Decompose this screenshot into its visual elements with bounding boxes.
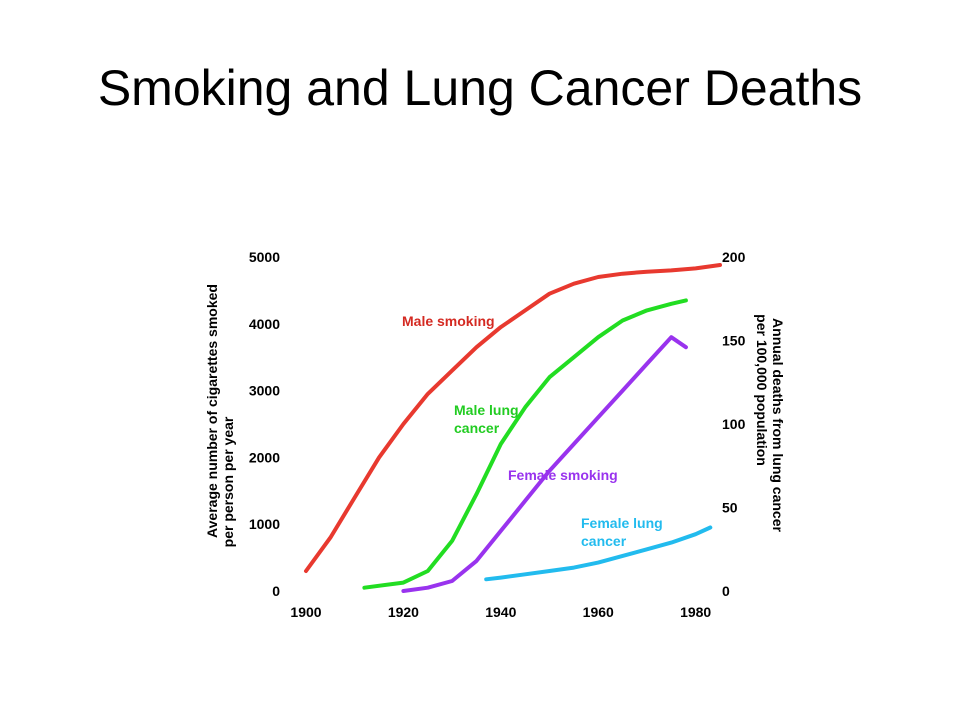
series-line-female-smoking: [401, 335, 688, 593]
series-line-male-lung-cancer: [362, 298, 688, 590]
female-lung-cancer-label-line2: cancer: [581, 533, 627, 549]
left-axis-ticks: 0 1000 2000 3000 4000 5000: [249, 249, 280, 599]
female-lung-cancer-label-line1: Female lung: [581, 515, 663, 531]
right-tick-label: 100: [722, 416, 746, 432]
male-smoking-label: Male smoking: [402, 313, 495, 329]
right-axis-ticks: 0 50 100 150 200: [722, 249, 746, 599]
series-line-male-smoking: [304, 263, 722, 573]
male-lung-cancer-label-line2: cancer: [454, 420, 500, 436]
right-tick-label: 200: [722, 249, 746, 265]
right-axis-title-line1: Annual deaths from lung cancer: [770, 318, 786, 532]
x-tick-label: 1940: [485, 604, 516, 620]
right-axis-title-line2: per 100,000 population: [754, 314, 770, 466]
x-tick-label: 1900: [290, 604, 321, 620]
left-tick-label: 0: [272, 583, 280, 599]
x-tick-label: 1960: [583, 604, 614, 620]
slide-title: Smoking and Lung Cancer Deaths: [97, 60, 863, 116]
female-smoking-label: Female smoking: [508, 467, 618, 483]
right-tick-label: 50: [722, 500, 738, 516]
male-lung-cancer-label-line1: Male lung: [454, 402, 519, 418]
right-tick-label: 0: [722, 583, 730, 599]
left-axis-title-line2: per person per year: [220, 416, 236, 547]
left-tick-label: 3000: [249, 383, 280, 399]
x-tick-label: 1980: [680, 604, 711, 620]
x-axis-ticks: 1900 1920 1940 1960 1980: [290, 604, 711, 620]
left-axis-title-line1: Average number of cigarettes smoked: [204, 284, 220, 538]
left-tick-label: 5000: [249, 249, 280, 265]
right-tick-label: 150: [722, 333, 746, 349]
series-lines: [304, 263, 722, 593]
x-tick-label: 1920: [388, 604, 419, 620]
series-line-female-lung-cancer: [484, 525, 713, 582]
left-tick-label: 2000: [249, 449, 280, 465]
left-tick-label: 4000: [249, 316, 280, 332]
left-tick-label: 1000: [249, 516, 280, 532]
